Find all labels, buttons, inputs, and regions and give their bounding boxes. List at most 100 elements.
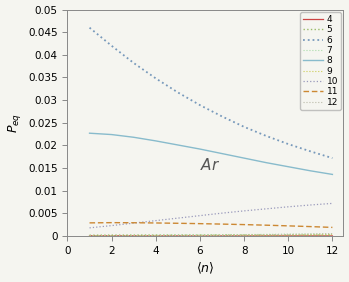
8 bbox=[264, 161, 268, 164]
5 bbox=[88, 233, 92, 237]
12 bbox=[220, 233, 224, 237]
4 bbox=[154, 234, 158, 237]
9 bbox=[176, 234, 180, 237]
8 bbox=[242, 157, 246, 160]
4 bbox=[176, 234, 180, 237]
12 bbox=[176, 234, 180, 237]
12 bbox=[88, 234, 92, 238]
12 bbox=[264, 233, 268, 236]
6 bbox=[176, 91, 180, 94]
9 bbox=[220, 234, 224, 237]
Line: 12: 12 bbox=[90, 233, 332, 236]
11 bbox=[88, 221, 92, 224]
11 bbox=[264, 224, 268, 227]
7 bbox=[220, 233, 224, 236]
8 bbox=[132, 136, 136, 139]
11 bbox=[220, 222, 224, 226]
5 bbox=[264, 233, 268, 237]
7 bbox=[110, 234, 114, 237]
9 bbox=[154, 234, 158, 237]
11 bbox=[132, 221, 136, 224]
Legend: 4, 5, 6, 7, 8, 9, 10, 11, 12: 4, 5, 6, 7, 8, 9, 10, 11, 12 bbox=[300, 12, 341, 109]
10 bbox=[220, 212, 224, 215]
4 bbox=[242, 234, 246, 238]
4 bbox=[308, 234, 312, 238]
5 bbox=[220, 233, 224, 237]
6 bbox=[330, 157, 334, 160]
10 bbox=[308, 203, 312, 207]
12 bbox=[132, 234, 136, 238]
6 bbox=[110, 44, 114, 47]
Y-axis label: $P_{eq}$: $P_{eq}$ bbox=[6, 113, 23, 133]
6 bbox=[132, 61, 136, 65]
7 bbox=[242, 233, 246, 236]
7 bbox=[330, 232, 334, 236]
6 bbox=[308, 150, 312, 153]
7 bbox=[154, 233, 158, 237]
11 bbox=[110, 221, 114, 224]
8 bbox=[110, 133, 114, 136]
12 bbox=[286, 233, 290, 236]
6 bbox=[154, 77, 158, 80]
10 bbox=[154, 219, 158, 222]
10 bbox=[132, 221, 136, 225]
9 bbox=[242, 233, 246, 237]
6 bbox=[88, 26, 92, 29]
Line: 6: 6 bbox=[90, 28, 332, 158]
Line: 10: 10 bbox=[90, 203, 332, 228]
4 bbox=[330, 234, 334, 238]
5 bbox=[132, 233, 136, 237]
6 bbox=[286, 142, 290, 146]
5 bbox=[242, 233, 246, 237]
4 bbox=[286, 234, 290, 238]
4 bbox=[132, 234, 136, 237]
9 bbox=[264, 233, 268, 237]
11 bbox=[198, 222, 202, 225]
9 bbox=[88, 234, 92, 238]
10 bbox=[176, 216, 180, 220]
12 bbox=[308, 232, 312, 236]
10 bbox=[198, 214, 202, 217]
12 bbox=[154, 234, 158, 237]
Line: 9: 9 bbox=[90, 234, 332, 236]
7 bbox=[88, 234, 92, 237]
6 bbox=[242, 125, 246, 129]
5 bbox=[330, 233, 334, 237]
4 bbox=[198, 234, 202, 238]
10 bbox=[242, 209, 246, 213]
4 bbox=[88, 234, 92, 237]
8 bbox=[198, 147, 202, 151]
6 bbox=[198, 103, 202, 107]
11 bbox=[154, 221, 158, 225]
11 bbox=[176, 222, 180, 225]
8 bbox=[330, 173, 334, 176]
8 bbox=[154, 139, 158, 143]
6 bbox=[220, 115, 224, 118]
4 bbox=[264, 234, 268, 238]
9 bbox=[198, 234, 202, 237]
11 bbox=[308, 225, 312, 228]
7 bbox=[308, 232, 312, 236]
9 bbox=[308, 233, 312, 236]
7 bbox=[132, 234, 136, 237]
4 bbox=[220, 234, 224, 238]
10 bbox=[330, 202, 334, 205]
5 bbox=[286, 233, 290, 237]
9 bbox=[110, 234, 114, 238]
5 bbox=[110, 233, 114, 237]
11 bbox=[330, 226, 334, 229]
10 bbox=[264, 207, 268, 211]
6 bbox=[264, 134, 268, 138]
11 bbox=[242, 223, 246, 226]
8 bbox=[176, 143, 180, 147]
12 bbox=[242, 233, 246, 237]
12 bbox=[198, 234, 202, 237]
X-axis label: $\langle n \rangle$: $\langle n \rangle$ bbox=[196, 261, 215, 276]
5 bbox=[308, 233, 312, 237]
5 bbox=[198, 233, 202, 237]
10 bbox=[88, 226, 92, 230]
8 bbox=[308, 169, 312, 173]
4 bbox=[110, 234, 114, 237]
8 bbox=[286, 165, 290, 168]
12 bbox=[330, 232, 334, 235]
